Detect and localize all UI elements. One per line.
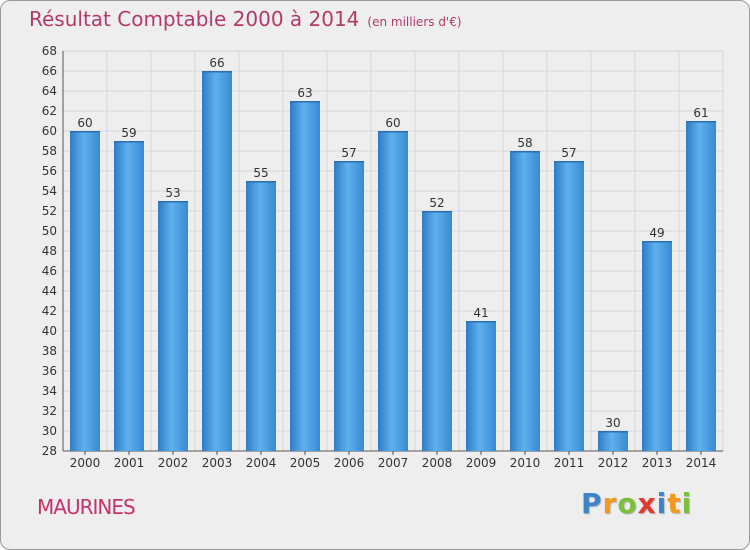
bar-top-edge [246, 181, 276, 183]
bar-top-edge [70, 131, 100, 133]
data-label: 60 [77, 116, 92, 130]
bar [466, 321, 496, 451]
x-tick-label: 2010 [510, 456, 541, 470]
bar-top-edge [554, 161, 584, 163]
x-tick-label: 2000 [70, 456, 101, 470]
bar [334, 161, 364, 451]
bar-top-edge [642, 241, 672, 243]
y-tick-label: 38 [42, 344, 57, 358]
logo-letter: o [617, 487, 638, 520]
logo-letter: x [637, 487, 657, 520]
x-tick-label: 2001 [114, 456, 145, 470]
data-label: 41 [473, 306, 488, 320]
y-tick-label: 52 [42, 204, 57, 218]
bar [70, 131, 100, 451]
x-tick-label: 2006 [334, 456, 365, 470]
y-tick-label: 40 [42, 324, 57, 338]
y-tick-label: 54 [42, 184, 57, 198]
y-tick-label: 30 [42, 424, 57, 438]
y-tick-label: 28 [42, 444, 57, 458]
logo-letter: P [581, 487, 603, 520]
bar [158, 201, 188, 451]
y-tick-label: 58 [42, 144, 57, 158]
bar [290, 101, 320, 451]
data-label: 60 [385, 116, 400, 130]
logo-letter: i [681, 487, 693, 520]
y-tick-label: 34 [42, 384, 57, 398]
y-tick-label: 48 [42, 244, 57, 258]
y-tick-label: 36 [42, 364, 57, 378]
data-label: 59 [121, 126, 136, 140]
bar-top-edge [158, 201, 188, 203]
bar-top-edge [202, 71, 232, 73]
data-label: 30 [605, 416, 620, 430]
y-tick-label: 44 [42, 284, 57, 298]
bar-top-edge [334, 161, 364, 163]
y-tick-label: 68 [42, 44, 57, 58]
bars [70, 71, 716, 451]
data-label: 63 [297, 86, 312, 100]
bar-top-edge [686, 121, 716, 123]
bar-top-edge [466, 321, 496, 323]
data-label: 55 [253, 166, 268, 180]
chart-title: Résultat Comptable 2000 à 2014 (en millie… [29, 7, 462, 31]
y-tick-label: 50 [42, 224, 57, 238]
proxiti-logo: Proxiti [581, 487, 692, 520]
data-label: 52 [429, 196, 444, 210]
y-tick-label: 66 [42, 64, 57, 78]
logo-letter: t [667, 487, 682, 520]
x-tick-label: 2013 [642, 456, 673, 470]
chart-title-text: Résultat Comptable 2000 à 2014 [29, 7, 360, 31]
data-label: 57 [561, 146, 576, 160]
bar [378, 131, 408, 451]
y-tick-label: 64 [42, 84, 57, 98]
bar-top-edge [290, 101, 320, 103]
data-label: 58 [517, 136, 532, 150]
x-tick-label: 2008 [422, 456, 453, 470]
y-tick-label: 56 [42, 164, 57, 178]
x-tick-label: 2007 [378, 456, 409, 470]
x-tick-label: 2009 [466, 456, 497, 470]
y-tick-label: 60 [42, 124, 57, 138]
chart-subtitle: (en milliers d'€) [367, 15, 462, 29]
x-tick-label: 2003 [202, 456, 233, 470]
x-tick-label: 2005 [290, 456, 321, 470]
bar [598, 431, 628, 451]
x-tick-label: 2014 [686, 456, 717, 470]
bar-top-edge [114, 141, 144, 143]
y-tick-label: 42 [42, 304, 57, 318]
y-tick-label: 46 [42, 264, 57, 278]
bar [686, 121, 716, 451]
bar [422, 211, 452, 451]
x-tick-label: 2002 [158, 456, 189, 470]
bar [510, 151, 540, 451]
y-tick-label: 32 [42, 404, 57, 418]
x-tick-label: 2011 [554, 456, 585, 470]
bar-top-edge [510, 151, 540, 153]
bar [202, 71, 232, 451]
bar-top-edge [422, 211, 452, 213]
data-label: 61 [693, 106, 708, 120]
bar-top-edge [378, 131, 408, 133]
y-tick-label: 62 [42, 104, 57, 118]
data-label: 49 [649, 226, 664, 240]
x-tick-label: 2004 [246, 456, 277, 470]
bar [642, 241, 672, 451]
labels: 60 59 53 66 55 63 57 60 52 41 58 57 30 49 61 [77, 56, 708, 430]
axes: 28 30 32 34 36 38 40 42 44 46 48 50 52 54 56 58 60 62 64 66… [42, 44, 723, 470]
bar [246, 181, 276, 451]
bar [114, 141, 144, 451]
logo-letter: r [602, 487, 618, 520]
data-label: 66 [209, 56, 224, 70]
data-label: 57 [341, 146, 356, 160]
commune-name: MAURINES [37, 495, 136, 519]
data-label: 53 [165, 186, 180, 200]
bar [554, 161, 584, 451]
bar-top-edge [598, 431, 628, 433]
x-tick-label: 2012 [598, 456, 629, 470]
logo-letter: i [656, 487, 668, 520]
